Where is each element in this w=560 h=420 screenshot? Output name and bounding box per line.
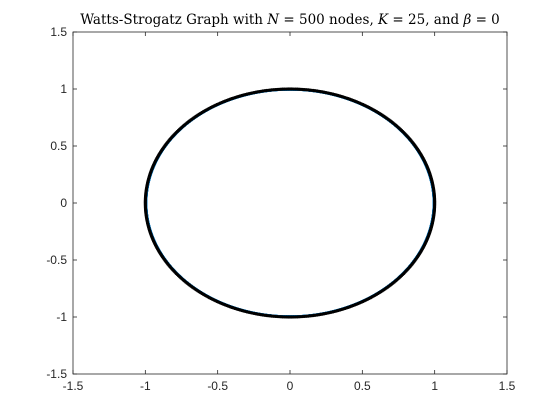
plot-area [73,32,507,374]
chart-title: Watts-Strogatz Graph with N = 500 nodes,… [80,12,500,28]
